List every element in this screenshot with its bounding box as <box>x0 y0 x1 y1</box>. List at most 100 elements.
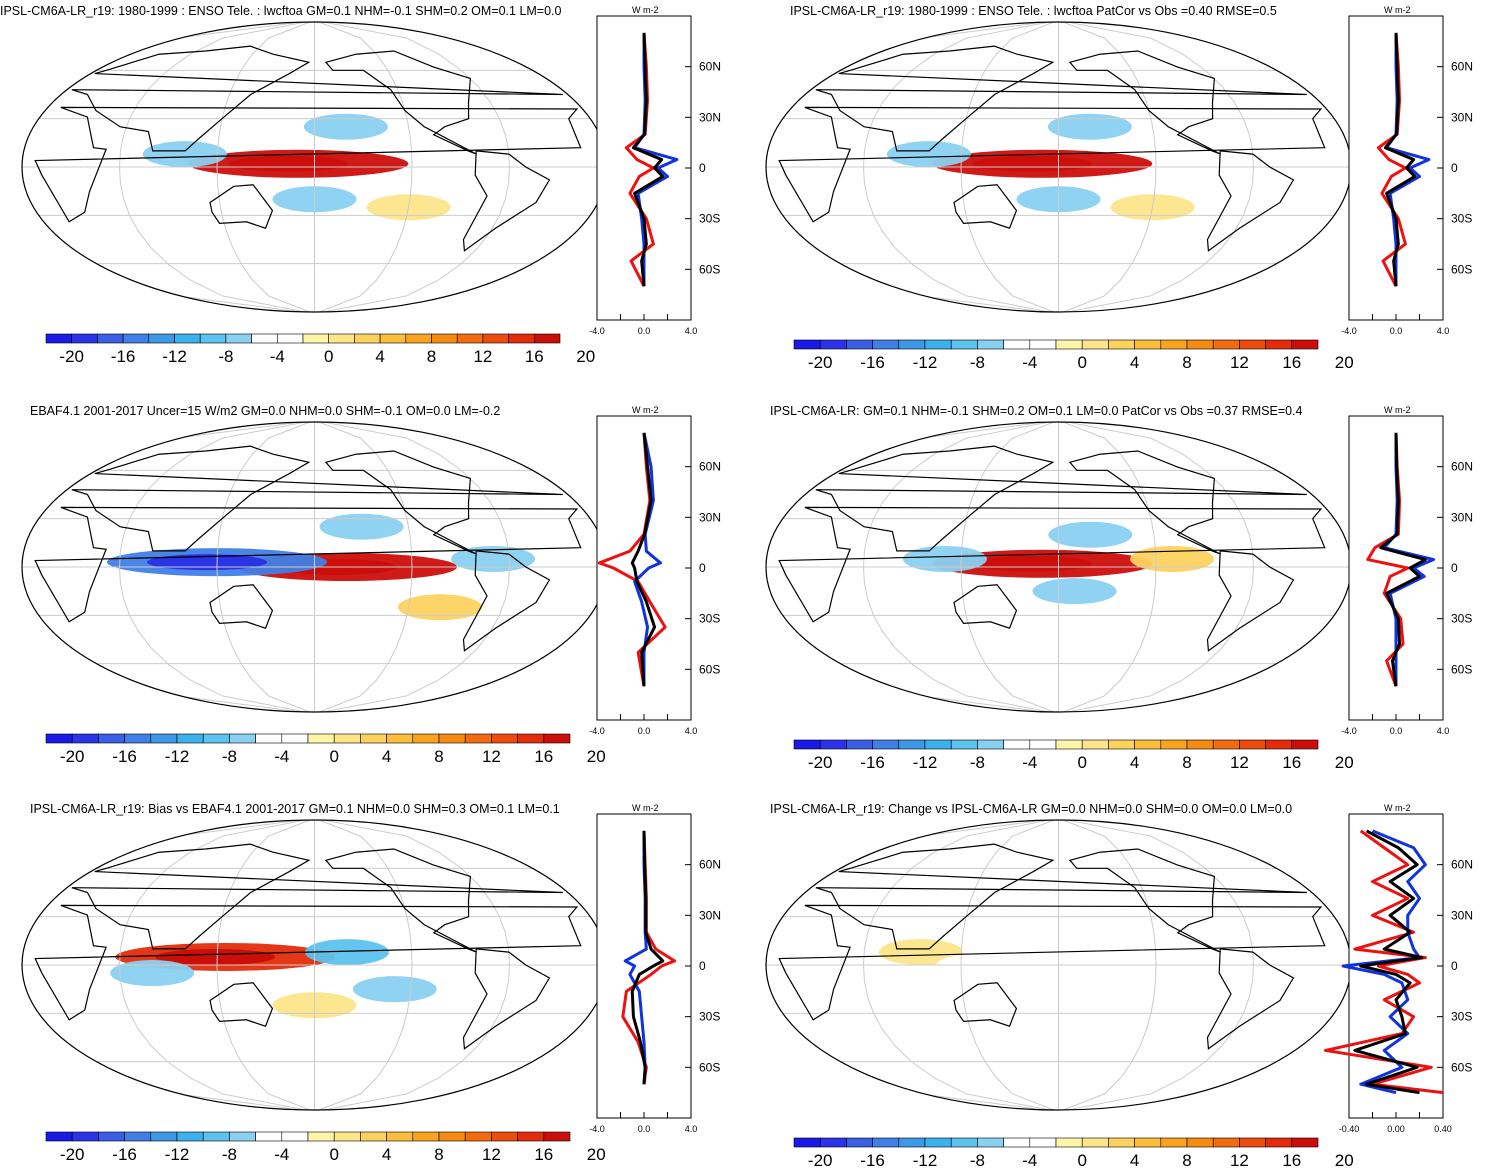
anomaly-region <box>902 545 987 572</box>
colorbar-swatch <box>543 733 571 744</box>
panel-2: IPSL-CM6A-LR_r19: 1980-1999 : ENSO Tele.… <box>765 4 1473 372</box>
colorbar-label: -16 <box>111 347 136 366</box>
colorbar-label: 12 <box>473 347 492 366</box>
lat-tick-label: 60S <box>1451 262 1472 276</box>
colorbar-swatch <box>1134 1137 1162 1148</box>
anomaly-core <box>155 948 276 965</box>
anomaly-region <box>1047 113 1132 140</box>
robinson-map <box>765 819 1352 1111</box>
colorbar: -20 -16 -12 -8 -4 0 4 8 12 16 20 <box>793 339 1354 372</box>
coastline <box>462 150 551 252</box>
colorbar-swatch <box>1160 739 1188 750</box>
colorbar-swatch <box>229 733 256 744</box>
coastline <box>324 50 477 155</box>
colorbar-swatch <box>1186 739 1214 750</box>
colorbar-swatch <box>1108 739 1135 750</box>
colorbar-swatch <box>412 1131 440 1142</box>
mean-line <box>1379 432 1427 687</box>
colorbar-label: 0 <box>1077 353 1086 372</box>
colorbar-swatch <box>1212 1137 1240 1148</box>
colorbar-swatch <box>124 733 152 744</box>
lat-tick-label: 60N <box>699 858 721 872</box>
colorbar-swatch <box>533 333 561 344</box>
robinson-map <box>21 819 608 1111</box>
mean-line <box>630 830 665 1085</box>
colorbar-swatch <box>977 739 1004 750</box>
colorbar-label: -4 <box>274 747 289 766</box>
coastline <box>953 584 1018 629</box>
x-tick-label: -4.0 <box>589 1124 605 1134</box>
zonal-mean-plot: W m-2 60N 30N 0 30S 60S -4.0 0.0 4.0 <box>589 803 721 1134</box>
colorbar-swatch <box>386 733 414 744</box>
colorbar-swatch <box>1265 1137 1293 1148</box>
colorbar-label: 8 <box>1182 753 1191 772</box>
colorbar-swatch <box>950 339 978 350</box>
zonal-mean-plot: W m-2 60N 30N 0 30S 60S -4.0 0.0 4.0 <box>589 5 721 336</box>
colorbar-swatch <box>1291 739 1319 750</box>
panel-title: IPSL-CM6A-LR_r19: 1980-1999 : ENSO Tele.… <box>790 4 1277 18</box>
robinson-map <box>765 421 1352 713</box>
lat-tick-label: 30N <box>699 510 721 524</box>
zonal-unit-label: W m-2 <box>1384 405 1411 415</box>
x-tick-label: 0.0 <box>638 326 651 336</box>
panel-1: IPSL-CM6A-LR_r19: 1980-1999 : ENSO Tele.… <box>0 4 721 366</box>
colorbar-swatch <box>1134 739 1162 750</box>
coastline <box>34 904 582 1021</box>
colorbar-label: 20 <box>1335 353 1354 372</box>
coastline <box>1206 948 1295 1050</box>
mean-line <box>631 32 665 287</box>
coastline <box>1068 848 1221 953</box>
colorbar-swatch <box>491 1131 518 1142</box>
zonal-unit-label: W m-2 <box>632 405 659 415</box>
anomaly-region <box>319 513 404 540</box>
panel-6: IPSL-CM6A-LR_r19: Change vs IPSL-CM6A-LR… <box>765 802 1473 1170</box>
colorbar-label: 8 <box>1182 1151 1191 1170</box>
colorbar-label: -12 <box>913 1151 938 1170</box>
lat-tick-label: 60N <box>699 460 721 474</box>
coastline <box>953 184 1018 229</box>
mean-line <box>630 432 657 687</box>
colorbar-swatch <box>122 333 150 344</box>
colorbar-label: 12 <box>482 747 501 766</box>
lat-tick-label: 0 <box>1451 161 1458 175</box>
colorbar-swatch <box>1081 739 1109 750</box>
zonal-unit-label: W m-2 <box>1384 5 1411 15</box>
lat-tick-label: 60S <box>699 1060 720 1074</box>
colorbar-label: -20 <box>60 747 85 766</box>
zonal-mean-plot: W m-2 60N 30N 0 30S 60S -4.0 0.0 4.0 <box>1341 405 1473 736</box>
lat-tick-label: 60N <box>1451 858 1473 872</box>
lat-tick-label: 0 <box>1451 959 1458 973</box>
colorbar-swatch <box>333 1131 361 1142</box>
anomaly-core <box>147 554 268 571</box>
colorbar-label: -8 <box>970 353 985 372</box>
colorbar-swatch <box>872 1137 900 1148</box>
x-tick-label: 4.0 <box>1437 726 1450 736</box>
colorbar-label: 0 <box>329 747 338 766</box>
colorbar-label: 8 <box>434 1145 443 1164</box>
x-tick-label: -4.0 <box>589 726 605 736</box>
colorbar-swatch <box>1239 739 1266 750</box>
lat-tick-label: 30S <box>699 212 720 226</box>
anomaly-region <box>352 976 437 1003</box>
colorbar-swatch <box>255 1131 283 1142</box>
colorbar-swatch <box>898 339 926 350</box>
colorbar-label: -16 <box>860 353 885 372</box>
colorbar-swatch <box>924 1137 952 1148</box>
colorbar-swatch <box>438 1131 466 1142</box>
colorbar-swatch <box>898 739 926 750</box>
colorbar-swatch <box>819 739 847 750</box>
colorbar-swatch <box>202 733 230 744</box>
colorbar-label: -4 <box>1022 1151 1037 1170</box>
lat-tick-label: 30N <box>699 908 721 922</box>
colorbar-swatch <box>438 733 466 744</box>
colorbar-swatch <box>464 733 492 744</box>
colorbar-swatch <box>491 733 518 744</box>
colorbar-swatch <box>255 733 283 744</box>
colorbar-swatch <box>229 1131 256 1142</box>
colorbar-swatch <box>281 733 309 744</box>
colorbar-swatch <box>924 339 952 350</box>
lat-tick-label: 60S <box>699 662 720 676</box>
colorbar-swatch <box>1029 1137 1057 1148</box>
anomaly-region <box>1032 578 1117 605</box>
